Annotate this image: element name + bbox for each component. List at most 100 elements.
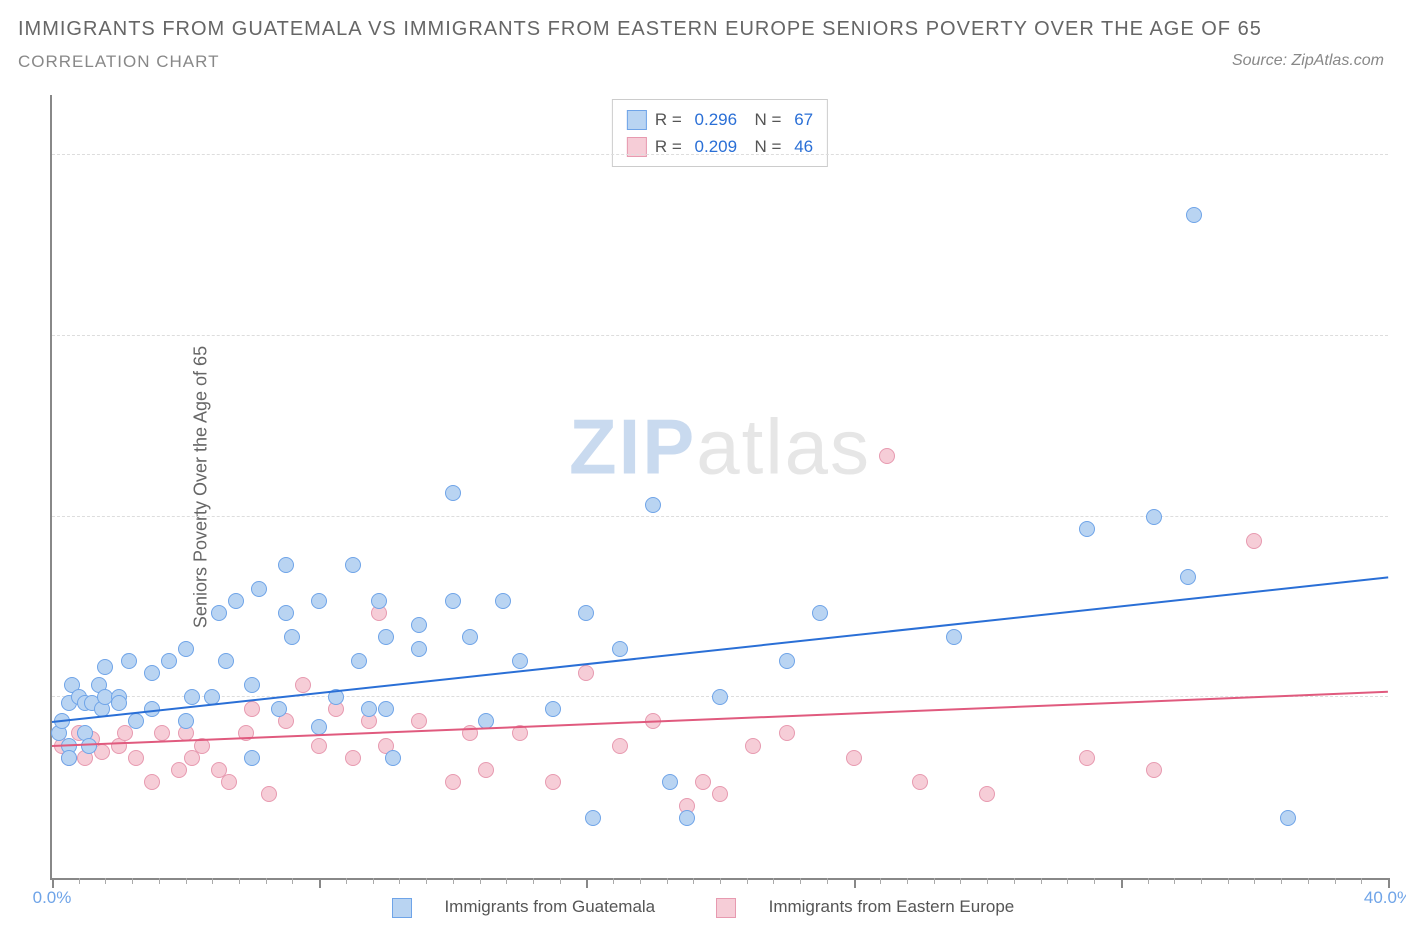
scatter-point xyxy=(278,557,294,573)
scatter-point xyxy=(371,593,387,609)
chart-title: IMMIGRANTS FROM GUATEMALA VS IMMIGRANTS … xyxy=(18,18,1262,41)
x-tick-mark xyxy=(1014,878,1015,884)
x-tick-mark xyxy=(426,878,427,884)
scatter-point xyxy=(218,653,234,669)
x-tick-mark xyxy=(747,878,748,884)
scatter-point xyxy=(812,605,828,621)
y-axis-label: Seniors Poverty Over the Age of 65 xyxy=(191,345,212,627)
gridline xyxy=(52,154,1388,155)
x-tick-mark xyxy=(52,878,54,888)
scatter-point xyxy=(178,641,194,657)
scatter-point xyxy=(745,738,761,754)
scatter-point xyxy=(612,641,628,657)
y-tick-label: 30.0% xyxy=(1398,487,1406,507)
scatter-point xyxy=(154,725,170,741)
x-tick-mark xyxy=(693,878,694,884)
scatter-point xyxy=(311,593,327,609)
scatter-point xyxy=(278,605,294,621)
x-tick-mark xyxy=(1388,878,1390,888)
x-tick-mark xyxy=(934,878,935,884)
x-tick-mark xyxy=(506,878,507,884)
legend-stats-row-2: R = 0.209 N = 46 xyxy=(627,133,813,160)
scatter-point xyxy=(946,629,962,645)
scatter-point xyxy=(545,774,561,790)
x-tick-mark xyxy=(1335,878,1336,884)
scatter-point xyxy=(221,774,237,790)
scatter-point xyxy=(411,641,427,657)
chart-subtitle: CORRELATION CHART xyxy=(18,52,220,72)
legend-swatch-4 xyxy=(716,898,736,918)
scatter-point xyxy=(578,665,594,681)
scatter-point xyxy=(1180,569,1196,585)
scatter-point xyxy=(345,750,361,766)
x-tick-mark xyxy=(186,878,187,884)
scatter-point xyxy=(171,762,187,778)
x-tick-mark xyxy=(560,878,561,884)
x-tick-mark xyxy=(880,878,881,884)
scatter-point xyxy=(846,750,862,766)
scatter-point xyxy=(662,774,678,790)
scatter-point xyxy=(244,677,260,693)
scatter-point xyxy=(61,750,77,766)
x-tick-mark xyxy=(105,878,106,884)
scatter-point xyxy=(311,738,327,754)
scatter-point xyxy=(1079,750,1095,766)
x-tick-mark xyxy=(79,878,80,884)
x-tick-mark xyxy=(586,878,588,888)
scatter-point xyxy=(111,695,127,711)
x-tick-mark xyxy=(827,878,828,884)
gridline xyxy=(52,335,1388,336)
scatter-point xyxy=(1280,810,1296,826)
scatter-point xyxy=(578,605,594,621)
scatter-point xyxy=(1246,533,1262,549)
x-tick-mark xyxy=(1041,878,1042,884)
scatter-point xyxy=(144,665,160,681)
scatter-point xyxy=(244,701,260,717)
x-tick-mark xyxy=(1361,878,1362,884)
x-tick-mark xyxy=(373,878,374,884)
scatter-point xyxy=(411,617,427,633)
scatter-point xyxy=(545,701,561,717)
y-tick-label: 15.0% xyxy=(1398,667,1406,687)
scatter-point xyxy=(879,448,895,464)
scatter-point xyxy=(495,593,511,609)
scatter-point xyxy=(1146,509,1162,525)
x-tick-mark xyxy=(1148,878,1149,884)
scatter-point xyxy=(779,653,795,669)
scatter-point xyxy=(378,629,394,645)
x-tick-mark xyxy=(1174,878,1175,884)
scatter-point xyxy=(144,774,160,790)
x-tick-mark xyxy=(292,878,293,884)
scatter-point xyxy=(712,689,728,705)
scatter-point xyxy=(295,677,311,693)
scatter-point xyxy=(271,701,287,717)
scatter-point xyxy=(1146,762,1162,778)
scatter-point xyxy=(284,629,300,645)
scatter-point xyxy=(228,593,244,609)
x-tick-mark xyxy=(132,878,133,884)
scatter-point xyxy=(128,713,144,729)
watermark: ZIPatlas xyxy=(569,402,871,493)
plot-area: Seniors Poverty Over the Age of 65 ZIPat… xyxy=(50,95,1388,880)
x-tick-mark xyxy=(159,878,160,884)
scatter-point xyxy=(645,497,661,513)
x-tick-mark xyxy=(480,878,481,884)
gridline xyxy=(52,516,1388,517)
x-tick-mark xyxy=(1067,878,1068,884)
x-tick-mark xyxy=(1121,878,1123,888)
x-tick-mark xyxy=(266,878,267,884)
scatter-point xyxy=(385,750,401,766)
scatter-point xyxy=(679,810,695,826)
y-tick-label: 60.0% xyxy=(1398,125,1406,145)
x-tick-mark xyxy=(1094,878,1095,884)
scatter-point xyxy=(345,557,361,573)
legend-stats-row-1: R = 0.296 N = 67 xyxy=(627,106,813,133)
scatter-point xyxy=(478,762,494,778)
scatter-point xyxy=(1186,207,1202,223)
x-tick-mark xyxy=(399,878,400,884)
x-tick-mark xyxy=(854,878,856,888)
x-tick-mark xyxy=(239,878,240,884)
scatter-point xyxy=(445,593,461,609)
scatter-point xyxy=(178,713,194,729)
legend-stats: R = 0.296 N = 67 R = 0.209 N = 46 xyxy=(612,99,828,167)
